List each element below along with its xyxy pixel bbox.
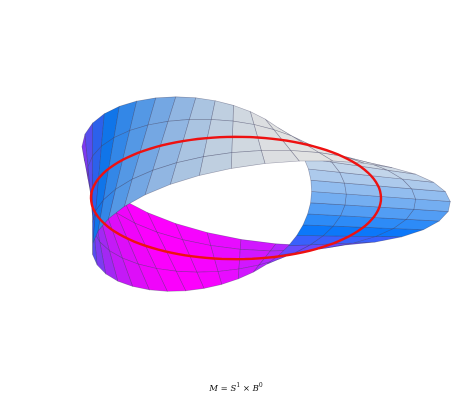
caption-b: B xyxy=(252,384,259,394)
mesh-cell xyxy=(206,119,234,139)
mesh-cell xyxy=(401,178,447,192)
mesh-cell xyxy=(231,136,262,153)
mesh-cell xyxy=(308,168,345,184)
caption-formula: M = S1 × B0 xyxy=(0,382,472,394)
caption-equals: = xyxy=(217,384,231,394)
mesh-cell xyxy=(239,239,277,252)
mobius-strip-surface xyxy=(81,96,451,292)
caption-s: S xyxy=(230,384,237,394)
caption-s-exponent: 1 xyxy=(236,382,241,389)
caption-b-exponent: 0 xyxy=(258,382,263,389)
core-circle xyxy=(89,135,383,261)
caption-times: × xyxy=(240,384,253,394)
mesh-cell xyxy=(411,188,451,202)
mesh-cell xyxy=(210,100,234,122)
mesh-cell xyxy=(310,179,347,195)
mesh-cell xyxy=(290,150,334,162)
mesh-cell xyxy=(307,202,346,217)
mesh-cell xyxy=(260,150,300,164)
caption-m: M xyxy=(209,384,218,394)
mesh-cell xyxy=(230,150,266,169)
